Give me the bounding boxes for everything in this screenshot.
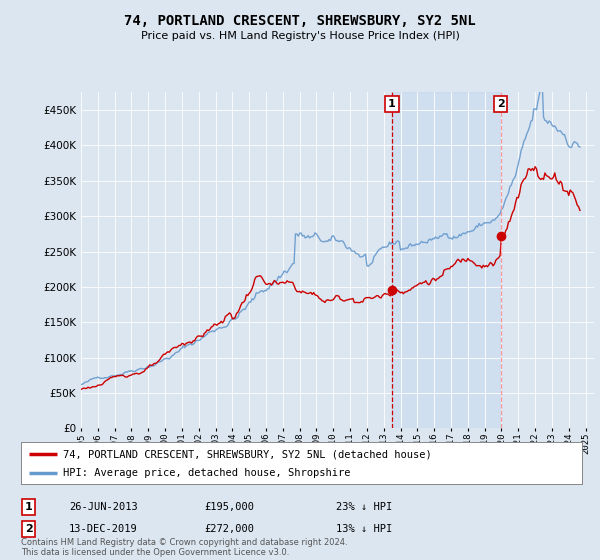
Bar [392, 92, 500, 428]
Text: £272,000: £272,000 [204, 524, 254, 534]
Text: 13% ↓ HPI: 13% ↓ HPI [336, 524, 392, 534]
Text: Price paid vs. HM Land Registry's House Price Index (HPI): Price paid vs. HM Land Registry's House … [140, 31, 460, 41]
Text: 26-JUN-2013: 26-JUN-2013 [69, 502, 138, 512]
Text: 23% ↓ HPI: 23% ↓ HPI [336, 502, 392, 512]
Text: 1: 1 [388, 99, 396, 109]
Text: 2: 2 [25, 524, 32, 534]
Text: 1: 1 [25, 502, 32, 512]
Text: 74, PORTLAND CRESCENT, SHREWSBURY, SY2 5NL: 74, PORTLAND CRESCENT, SHREWSBURY, SY2 5… [124, 14, 476, 28]
Text: HPI: Average price, detached house, Shropshire: HPI: Average price, detached house, Shro… [63, 469, 350, 478]
Text: £195,000: £195,000 [204, 502, 254, 512]
Text: 74, PORTLAND CRESCENT, SHREWSBURY, SY2 5NL (detached house): 74, PORTLAND CRESCENT, SHREWSBURY, SY2 5… [63, 449, 432, 459]
Text: Contains HM Land Registry data © Crown copyright and database right 2024.
This d: Contains HM Land Registry data © Crown c… [21, 538, 347, 557]
Text: 2: 2 [497, 99, 505, 109]
Text: 13-DEC-2019: 13-DEC-2019 [69, 524, 138, 534]
